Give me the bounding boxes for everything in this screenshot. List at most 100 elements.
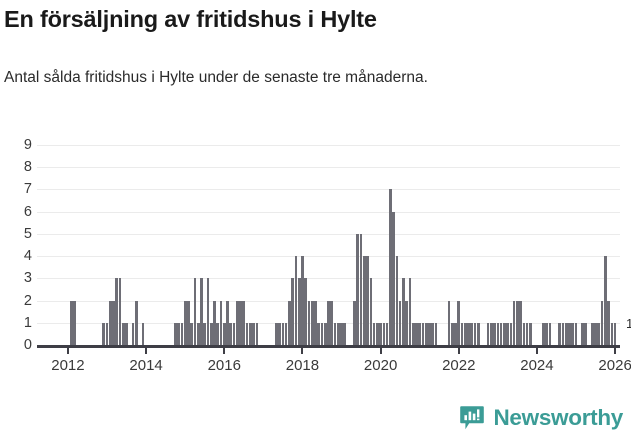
bar xyxy=(398,300,402,345)
bar xyxy=(222,322,226,345)
bar xyxy=(69,300,73,345)
y-axis: 0 1 2 3 4 5 6 7 8 9 xyxy=(0,138,32,353)
bar xyxy=(294,256,298,345)
bar xyxy=(288,300,291,345)
bar-series: 1 xyxy=(37,145,631,345)
bar xyxy=(229,322,233,345)
bar xyxy=(232,322,236,345)
bar xyxy=(590,322,594,345)
bar xyxy=(336,322,340,345)
bar xyxy=(561,322,565,345)
bar xyxy=(509,322,513,345)
bar xyxy=(610,322,614,345)
bar xyxy=(131,322,135,345)
bar xyxy=(333,322,337,345)
bar xyxy=(193,278,197,345)
bar xyxy=(503,322,506,345)
bar xyxy=(102,322,106,345)
bar xyxy=(516,300,519,345)
y-tick-label: 7 xyxy=(23,181,32,198)
bar xyxy=(385,322,389,345)
bar xyxy=(108,300,112,345)
x-tick-label: 2016 xyxy=(207,357,241,374)
bar xyxy=(564,322,568,345)
bar xyxy=(607,300,610,345)
bar xyxy=(372,322,376,345)
bar xyxy=(402,278,405,345)
bar xyxy=(219,300,223,345)
bar xyxy=(424,322,428,345)
bar xyxy=(581,322,584,345)
bar xyxy=(529,322,532,345)
bar xyxy=(597,322,601,345)
bar xyxy=(353,300,356,345)
bar xyxy=(376,322,379,345)
y-tick-label: 1 xyxy=(23,314,32,331)
gridline xyxy=(37,189,620,191)
y-tick-label: 5 xyxy=(23,225,32,242)
bar xyxy=(297,278,301,345)
bar xyxy=(356,233,360,345)
y-tick-label: 9 xyxy=(23,137,32,153)
x-tick xyxy=(614,347,617,354)
bar xyxy=(379,322,382,345)
bar xyxy=(522,322,526,345)
bar xyxy=(389,189,392,345)
bar xyxy=(310,300,314,345)
bar xyxy=(206,278,210,345)
bar xyxy=(415,322,418,345)
bar xyxy=(125,322,128,345)
bar xyxy=(369,278,373,345)
bar xyxy=(574,322,578,345)
bar xyxy=(275,322,278,345)
gridline xyxy=(37,145,620,146)
x-tick-label: 2026 xyxy=(598,357,631,374)
x-tick-label: 2024 xyxy=(520,357,554,374)
x-axis-ticks xyxy=(37,347,620,355)
bar xyxy=(493,322,496,345)
bar xyxy=(450,322,454,345)
x-tick xyxy=(145,347,148,354)
x-tick xyxy=(223,347,226,354)
bar xyxy=(304,278,308,345)
bar xyxy=(330,300,334,345)
bar xyxy=(512,300,516,345)
bar xyxy=(496,322,500,345)
bar xyxy=(571,322,575,345)
bar xyxy=(473,322,477,345)
bar xyxy=(320,322,324,345)
bar xyxy=(245,322,249,345)
y-tick-label: 4 xyxy=(23,248,32,265)
bar xyxy=(284,322,288,345)
bar xyxy=(558,322,562,345)
x-axis-labels: 2012 2014 2016 2018 2020 2022 2024 2026 xyxy=(37,357,631,381)
bar-chart-speech-bubble-icon xyxy=(459,405,485,431)
bar xyxy=(499,322,503,345)
bar xyxy=(476,322,480,345)
bar xyxy=(301,256,304,345)
bar xyxy=(112,300,115,345)
x-tick-label: 2020 xyxy=(363,357,398,374)
bar xyxy=(600,300,604,345)
bar xyxy=(314,300,317,345)
bar xyxy=(203,322,207,345)
bar xyxy=(428,322,431,345)
bar xyxy=(463,322,467,345)
bar xyxy=(177,322,180,345)
bar xyxy=(548,322,552,345)
gridline xyxy=(37,211,620,213)
bar xyxy=(454,322,457,345)
x-tick-label: 2022 xyxy=(442,357,476,374)
bar xyxy=(457,300,461,345)
newsworthy-logo[interactable]: Newsworthy xyxy=(459,405,623,431)
bar xyxy=(490,322,493,345)
x-tick xyxy=(301,347,304,354)
x-tick-label: 2018 xyxy=(285,357,320,374)
bar xyxy=(327,300,330,345)
x-tick xyxy=(66,347,69,354)
bar xyxy=(395,256,399,345)
bar xyxy=(366,256,369,345)
bar xyxy=(252,322,255,345)
bar xyxy=(200,278,203,345)
